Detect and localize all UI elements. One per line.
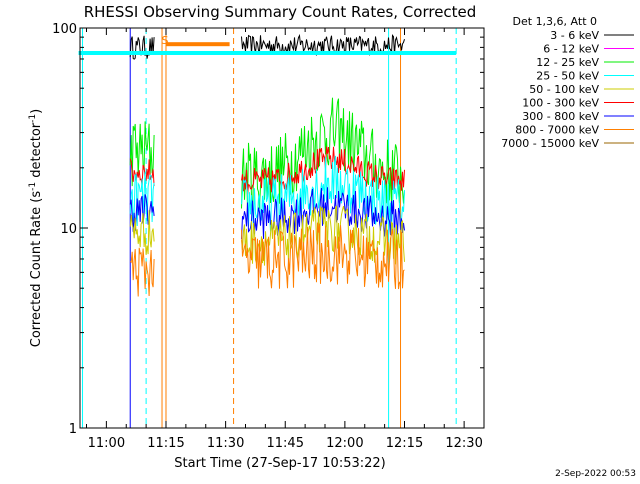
series-group (129, 33, 405, 297)
series-line (129, 35, 155, 60)
footer-date: 2-Sep-2022 00:53 (555, 469, 636, 479)
x-tick-label: 12:30 (445, 436, 482, 451)
x-axis-label: Start Time (27-Sep-17 10:53:22) (174, 456, 385, 471)
y-tick-label: 1 (69, 422, 77, 437)
series-line (129, 210, 155, 255)
x-tick-label: 11:30 (207, 436, 244, 451)
legend-label: 6 - 12 keV (543, 43, 599, 56)
legend-label: 50 - 100 keV (529, 83, 599, 96)
legend-label: 25 - 50 keV (536, 70, 599, 83)
legend-label: 7000 - 15000 keV (501, 137, 599, 150)
series-line (129, 171, 155, 227)
flag-bar (165, 42, 230, 47)
saa-marker: S (162, 34, 169, 47)
y-axis-label-sup1: -1 (28, 182, 38, 191)
y-axis-label-sup2: -1 (28, 114, 38, 123)
series-line (241, 222, 405, 290)
x-tick-label: 11:45 (267, 436, 304, 451)
x-tick-label: 12:15 (386, 436, 423, 451)
series-line (241, 155, 405, 232)
series-line (129, 247, 155, 297)
legend-header: Det 1,3,6, Att 0 (513, 15, 597, 28)
series-line (129, 194, 155, 232)
axes: 11:00 11:15 11:30 11:45 12:00 12:15 12:30 1 10 10… (52, 22, 485, 451)
y-tick-label: 10 (60, 222, 77, 237)
flag-lines (82, 28, 457, 428)
y-axis-label: Corrected Count Rate (s-1 detector-1) (28, 109, 44, 347)
x-tick-label: 11:00 (88, 436, 125, 451)
series-line (241, 33, 405, 56)
legend-label: 300 - 800 keV (522, 110, 599, 123)
y-axis-label-mid: detector (29, 122, 44, 182)
legend-label: 800 - 7000 keV (515, 124, 599, 137)
y-axis-label-end: ) (29, 109, 44, 114)
x-tick-label: 12:00 (326, 436, 363, 451)
flag-bar (78, 50, 457, 55)
chart-title: RHESSI Observing Summary Count Rates, Co… (84, 3, 477, 21)
y-tick-label: 100 (52, 22, 77, 37)
legend-label: 12 - 25 keV (536, 56, 599, 69)
legend-label: 100 - 300 keV (522, 97, 599, 110)
y-axis-label-main: Corrected Count Rate (s (29, 191, 44, 348)
x-tick-label: 11:15 (147, 436, 184, 451)
flag-bars (78, 42, 457, 55)
legend-label: 3 - 6 keV (550, 29, 599, 42)
